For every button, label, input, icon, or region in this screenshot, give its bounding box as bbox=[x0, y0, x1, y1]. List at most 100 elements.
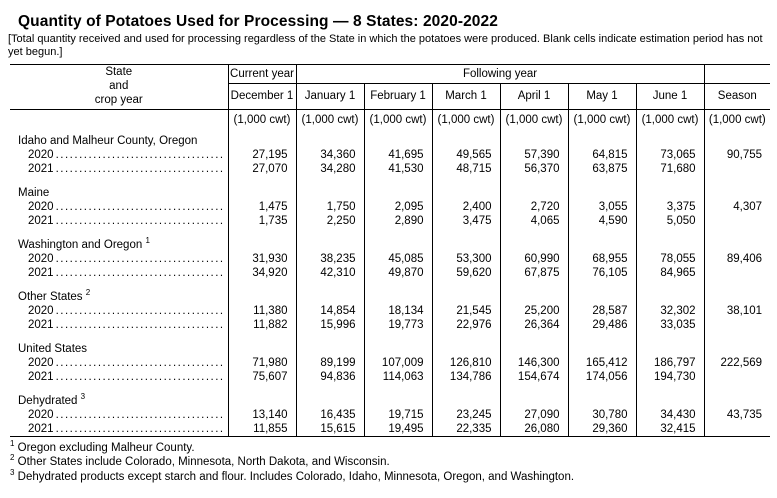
month-value-cell bbox=[296, 394, 365, 409]
crop-year-cell: 2020....................................… bbox=[10, 252, 229, 267]
season-value-cell bbox=[704, 370, 770, 384]
month-value-cell: 2,250 bbox=[296, 214, 365, 229]
spacer-row bbox=[10, 332, 770, 343]
month-value-cell: 71,680 bbox=[636, 162, 705, 177]
dot-leader: ........................................… bbox=[55, 371, 223, 384]
season-value-cell bbox=[704, 238, 770, 252]
month-value-cell: 26,080 bbox=[500, 422, 569, 437]
month-value-cell bbox=[228, 129, 297, 135]
month-value-cell: 67,875 bbox=[500, 266, 569, 281]
month-value-cell bbox=[228, 228, 297, 239]
crop-year-label: 2021 bbox=[28, 267, 54, 280]
month-value-cell bbox=[568, 176, 637, 187]
month-value-cell: 41,530 bbox=[364, 162, 433, 177]
dot-leader: ........................................… bbox=[55, 409, 223, 422]
spacer-row bbox=[10, 280, 770, 291]
month-value-cell bbox=[432, 186, 501, 201]
month-value-cell: 73,065 bbox=[636, 148, 705, 163]
month-value-cell: 2,720 bbox=[500, 200, 569, 215]
month-value-cell: 15,996 bbox=[296, 318, 365, 333]
crop-year-label: 2020 bbox=[28, 305, 54, 318]
month-value-cell bbox=[228, 384, 297, 395]
group-label-cell: Idaho and Malheur County, Oregon bbox=[10, 134, 229, 149]
month-value-cell: 57,390 bbox=[500, 148, 569, 163]
month-value-cell: 22,976 bbox=[432, 318, 501, 333]
spacer-row bbox=[10, 384, 770, 395]
month-value-cell bbox=[568, 238, 637, 253]
table-headnote: [Total quantity received and used for pr… bbox=[8, 33, 763, 58]
month-value-cell: 154,674 bbox=[500, 370, 569, 385]
month-value-cell: 34,280 bbox=[296, 162, 365, 177]
month-value-cell: 68,955 bbox=[568, 252, 637, 267]
spacer-stub-cell bbox=[10, 176, 229, 187]
month-value-cell bbox=[228, 238, 297, 253]
month-value-cell bbox=[636, 394, 705, 409]
crop-year-data-row: 2020....................................… bbox=[10, 304, 770, 319]
crop-year-label: 2020 bbox=[28, 149, 54, 162]
crop-year-label: 2021 bbox=[28, 371, 54, 384]
month-value-cell bbox=[636, 228, 705, 239]
month-value-cell bbox=[500, 238, 569, 253]
crop-year-data-row: 2020....................................… bbox=[10, 200, 770, 215]
dot-leader: ........................................… bbox=[55, 423, 223, 436]
month-value-cell: 2,890 bbox=[364, 214, 433, 229]
crop-year-cell: 2021....................................… bbox=[10, 162, 229, 177]
season-value-cell: 90,755 bbox=[726, 149, 763, 162]
unit-cell: (1,000 cwt) bbox=[708, 113, 766, 126]
month-value-cell: 42,310 bbox=[296, 266, 365, 281]
month-value-cell bbox=[568, 228, 637, 239]
month-value-cell bbox=[500, 342, 569, 357]
group-label-row: Maine bbox=[10, 186, 770, 201]
season-value-cell bbox=[704, 342, 770, 356]
month-value-cell: 32,302 bbox=[636, 304, 705, 319]
month-value-cell bbox=[364, 176, 433, 187]
season-value-cell bbox=[704, 394, 770, 408]
month-value-cell bbox=[296, 332, 365, 343]
month-value-cell: 64,815 bbox=[568, 148, 637, 163]
month-value-cell bbox=[432, 280, 501, 291]
unit-cell: (1,000 cwt) bbox=[500, 109, 569, 130]
month-value-cell bbox=[432, 228, 501, 239]
column-header-april: April 1 bbox=[500, 83, 569, 110]
month-value-cell: 38,235 bbox=[296, 252, 365, 267]
season-value-cell bbox=[704, 422, 770, 436]
footnote-marker: 2 bbox=[10, 453, 15, 463]
spacer-row bbox=[10, 228, 770, 239]
footnote-text: Other States include Colorado, Minnesota… bbox=[17, 456, 390, 469]
month-value-cell bbox=[296, 280, 365, 291]
month-value-cell: 45,085 bbox=[364, 252, 433, 267]
month-value-cell bbox=[432, 176, 501, 187]
header-row-spanners: State and crop year Current year Followi… bbox=[10, 64, 771, 110]
crop-year-data-row: 2020....................................… bbox=[10, 356, 770, 371]
crop-year-data-row: 2021....................................… bbox=[10, 266, 770, 281]
month-value-cell: 41,695 bbox=[364, 148, 433, 163]
season-value-cell bbox=[704, 162, 770, 176]
month-value-cell: 34,920 bbox=[228, 266, 297, 281]
month-value-cell bbox=[500, 332, 569, 343]
month-value-cell bbox=[432, 394, 501, 409]
month-value-cell bbox=[568, 384, 637, 395]
stub-header-line: and bbox=[109, 80, 129, 93]
month-value-cell: 89,199 bbox=[296, 356, 365, 371]
stub-header-line: crop year bbox=[94, 93, 143, 106]
unit-cell: (1,000 cwt) bbox=[228, 109, 297, 130]
month-value-cell bbox=[568, 280, 637, 291]
month-value-cell bbox=[296, 134, 365, 149]
month-value-cell: 94,836 bbox=[296, 370, 365, 385]
column-header-march: March 1 bbox=[432, 83, 501, 110]
month-value-cell bbox=[228, 176, 297, 187]
month-value-cell bbox=[296, 228, 365, 239]
month-value-cell bbox=[364, 134, 433, 149]
month-value-cell: 18,134 bbox=[364, 304, 433, 319]
month-value-cell bbox=[364, 280, 433, 291]
month-value-cell bbox=[364, 228, 433, 239]
potato-processing-table: State and crop year Current year Followi… bbox=[10, 63, 771, 437]
season-value-cell bbox=[704, 280, 770, 290]
spacer-stub-cell bbox=[10, 228, 229, 239]
month-value-cell: 186,797 bbox=[636, 356, 705, 371]
unit-cell: (1,000 cwt) bbox=[568, 109, 637, 130]
month-value-cell: 29,360 bbox=[568, 422, 637, 437]
month-value-cell bbox=[364, 384, 433, 395]
month-value-cell bbox=[228, 290, 297, 305]
month-value-cell bbox=[568, 290, 637, 305]
